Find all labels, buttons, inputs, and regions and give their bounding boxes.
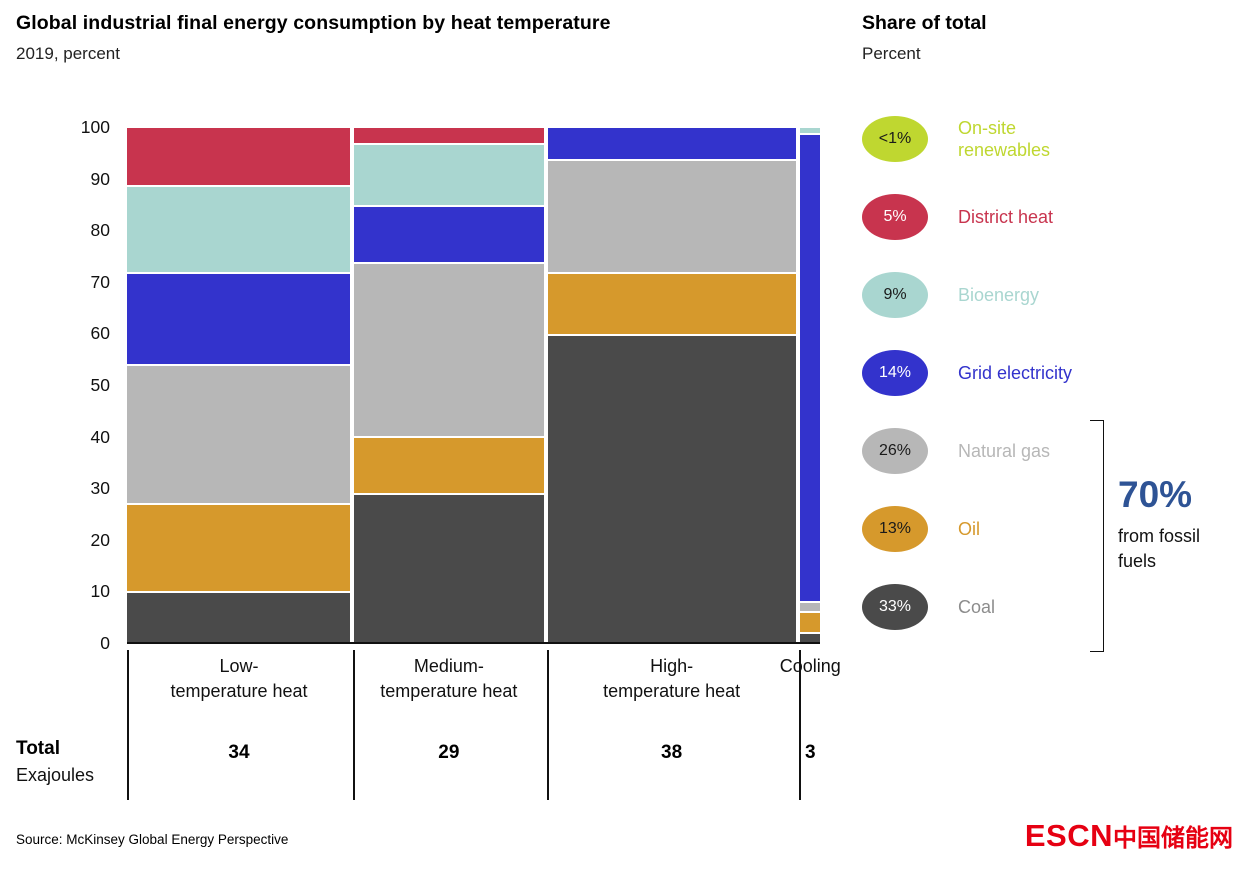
category-cell-3: High-temperature heat 38	[546, 650, 795, 800]
y-axis-tick-label: 100	[80, 117, 110, 137]
legend-share-badge: 13%	[862, 506, 928, 552]
legend-share-badge: <1%	[862, 116, 928, 162]
escn-logo-latin: ESCN	[1024, 818, 1113, 853]
legend-item-grid-electricity: 14% Grid electricity	[862, 350, 1112, 396]
legend-share-badge: 9%	[862, 272, 928, 318]
y-axis-tick-label: 10	[90, 581, 110, 602]
y-axis-tick-label: 70	[90, 271, 110, 292]
fossil-fuels-annotation: 70% from fossil fuels	[1118, 474, 1236, 574]
legend-item-oil: 13% Oil	[862, 506, 1112, 552]
y-axis-tick-label: 60	[90, 323, 110, 344]
fossil-fuels-share: 70%	[1118, 474, 1193, 515]
stacked-bar-cooling	[800, 128, 820, 642]
legend-item-bioenergy: 9% Bioenergy	[862, 272, 1112, 318]
legend-label: Natural gas	[958, 441, 1051, 461]
bar-segment-oil	[127, 503, 350, 591]
category-cell-4: Cooling 3	[780, 650, 841, 800]
x-axis-categories: Low-temperature heat 34 Medium-temperature…	[127, 650, 841, 800]
y-axis-tick-label: 90	[90, 168, 110, 189]
totals-caption-units: Exajoules	[16, 765, 95, 785]
legend-item-district-heat: 5% District heat	[862, 194, 1112, 240]
legend-item-coal: 33% Coal	[862, 584, 1112, 630]
category-label: Medium-temperature heat	[380, 656, 518, 701]
fossil-fuels-bracket	[1090, 420, 1104, 652]
category-total-exajoules: 29	[438, 742, 460, 763]
bar-segment-coal	[353, 492, 544, 642]
legend-header: Share of total Percent	[862, 12, 987, 64]
legend-label: Coal	[958, 597, 996, 617]
bar-segment-oil	[800, 611, 820, 632]
legend-subtitle: Percent	[862, 44, 921, 63]
chart-title: Global industrial final energy consumpti…	[16, 12, 611, 34]
legend-title: Share of total	[862, 12, 987, 34]
chart-header: Global industrial final energy consumpti…	[16, 12, 611, 64]
fossil-fuels-caption: from fossil fuels	[1118, 526, 1201, 571]
legend-label: Bioenergy	[958, 285, 1040, 305]
escn-logo-chinese: 中国储能网	[1113, 825, 1233, 852]
bar-segment-grid-electricity	[127, 271, 350, 365]
category-total-exajoules: 3	[804, 742, 816, 763]
y-axis-tick-label: 80	[90, 220, 110, 241]
legend-share-badge: 5%	[862, 194, 928, 240]
bar-segment-bioenergy	[353, 143, 544, 206]
legend-label: Oil	[958, 519, 980, 539]
y-axis-tick-label: 30	[90, 478, 110, 499]
legend-share-badge: 33%	[862, 584, 928, 630]
bar-segment-bioenergy	[800, 128, 820, 134]
stacked-bar-low-temperature-heat	[127, 128, 350, 642]
legend-share-badge: 26%	[862, 428, 928, 474]
totals-caption-bold: Total	[16, 738, 60, 759]
category-total-exajoules: 38	[661, 742, 683, 763]
bar-segment-oil	[353, 436, 544, 493]
y-axis-tick-label: 20	[90, 529, 110, 550]
category-label: High-temperature heat	[603, 656, 741, 701]
bar-segment-oil	[547, 271, 797, 334]
bar-segment-coal	[547, 333, 797, 642]
y-axis: 100 90 80 70 60 50 40 30 20 10 0	[55, 117, 110, 653]
bar-segment-natural-gas	[547, 158, 797, 272]
bar-segment-natural-gas	[353, 261, 544, 437]
bar-segment-natural-gas	[127, 364, 350, 504]
legend-label: Grid electricity	[958, 363, 1073, 383]
bar-segment-district-heat	[353, 128, 544, 144]
legend-item-on-site-renewables: <1% On-site renewables	[862, 116, 1112, 162]
plot-area	[127, 128, 820, 644]
bar-segment-coal	[127, 590, 350, 642]
legend-label: On-site renewables	[958, 118, 1051, 160]
totals-caption: Total Exajoules	[16, 738, 94, 786]
category-cell-1: Low-temperature heat 34	[127, 650, 349, 800]
legend-share-badge: 14%	[862, 350, 928, 396]
bar-segment-grid-electricity	[547, 128, 797, 159]
chart-subtitle: 2019, percent	[16, 44, 120, 63]
bar-segment-natural-gas	[800, 600, 820, 612]
bar-segment-coal	[800, 631, 820, 642]
category-label: Cooling	[779, 656, 841, 676]
source-attribution: Source: McKinsey Global Energy Perspecti…	[16, 832, 289, 847]
bar-segment-district-heat	[127, 128, 350, 185]
y-axis-tick-label: 50	[90, 375, 110, 395]
y-axis-tick-label: 40	[90, 426, 110, 447]
stacked-bar-medium-temperature-heat	[353, 128, 544, 642]
category-total-exajoules: 34	[228, 742, 250, 763]
bar-segment-bioenergy	[127, 184, 350, 272]
category-label: Low-temperature heat	[170, 656, 308, 701]
legend-label: District heat	[958, 207, 1054, 227]
category-cell-2: Medium-temperature heat 29	[353, 650, 543, 800]
y-axis-tick-label: 0	[100, 633, 110, 653]
legend-item-natural-gas: 26% Natural gas	[862, 428, 1112, 474]
bar-segment-grid-electricity	[353, 205, 544, 262]
bar-segment-grid-electricity	[800, 133, 820, 601]
stacked-bar-high-temperature-heat	[547, 128, 797, 642]
escn-logo: ESCN 中国储能网	[1025, 818, 1233, 854]
legend: <1% On-site renewables 5% District heat 9% Bi…	[862, 116, 1112, 662]
